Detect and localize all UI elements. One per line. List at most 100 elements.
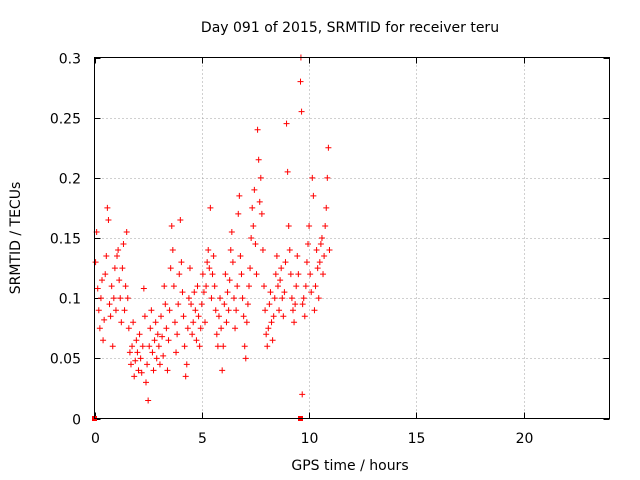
data-point xyxy=(243,319,250,326)
data-point xyxy=(146,343,153,350)
data-point xyxy=(244,301,251,308)
x-axis-label: GPS time / hours xyxy=(291,458,408,474)
data-point xyxy=(183,361,190,368)
data-point xyxy=(225,307,232,314)
plot-frame xyxy=(94,57,610,419)
data-point xyxy=(241,343,248,350)
data-point xyxy=(176,271,183,278)
data-point xyxy=(105,216,112,223)
data-point xyxy=(230,295,237,302)
data-point xyxy=(246,283,252,290)
y-axis-label: SRMTID / TECUs xyxy=(8,182,24,295)
data-point xyxy=(160,352,167,359)
data-point xyxy=(288,295,295,302)
data-point xyxy=(102,271,109,278)
data-point xyxy=(317,241,324,248)
data-point xyxy=(228,228,235,235)
data-point xyxy=(239,295,246,302)
y-tick-label: 0 xyxy=(72,413,81,429)
data-point xyxy=(213,331,220,338)
data-point xyxy=(237,253,244,260)
data-point xyxy=(321,253,328,260)
data-point xyxy=(318,235,325,241)
data-point xyxy=(99,277,106,284)
data-point xyxy=(143,379,149,386)
data-point xyxy=(210,253,217,260)
data-point xyxy=(242,355,249,362)
data-point xyxy=(270,313,277,320)
data-point xyxy=(133,337,140,344)
data-point xyxy=(110,295,117,302)
x-tick-label: 20 xyxy=(516,431,534,447)
y-tick-label: 0.05 xyxy=(50,352,81,368)
data-point xyxy=(249,204,256,211)
data-point xyxy=(101,316,108,323)
data-point xyxy=(164,367,171,374)
data-point xyxy=(282,259,289,266)
data-point xyxy=(195,313,202,320)
data-point xyxy=(190,319,197,326)
data-point xyxy=(253,271,260,278)
data-point xyxy=(256,198,263,205)
data-point xyxy=(221,301,228,308)
data-point xyxy=(150,367,157,374)
y-tick-label: 0.2 xyxy=(59,172,81,188)
data-point xyxy=(287,271,294,278)
data-point xyxy=(116,277,123,284)
data-point xyxy=(136,331,143,338)
data-point xyxy=(193,337,200,344)
data-point xyxy=(132,357,139,364)
data-point xyxy=(283,120,290,127)
data-point xyxy=(151,337,158,344)
data-point xyxy=(271,295,278,302)
data-point xyxy=(276,307,283,314)
data-point xyxy=(107,313,114,320)
data-point xyxy=(135,367,142,374)
data-point xyxy=(238,271,245,278)
data-point xyxy=(114,253,121,260)
data-point xyxy=(301,313,308,320)
data-point xyxy=(300,295,307,302)
data-point xyxy=(324,174,331,181)
data-point xyxy=(181,343,188,350)
data-point xyxy=(254,126,261,133)
data-point xyxy=(156,361,163,368)
data-point xyxy=(179,289,186,296)
x-tick-label: 5 xyxy=(198,431,207,447)
data-point xyxy=(263,331,270,338)
data-point xyxy=(267,289,274,296)
data-point xyxy=(293,283,300,290)
data-point xyxy=(188,301,195,308)
data-point xyxy=(94,285,101,292)
data-point xyxy=(251,186,258,193)
y-tick-label: 0.15 xyxy=(50,232,81,248)
x-tick-label: 15 xyxy=(408,431,426,447)
data-point xyxy=(323,204,330,211)
data-point xyxy=(269,337,276,344)
data-point xyxy=(96,325,103,332)
data-point xyxy=(174,331,181,338)
data-point xyxy=(311,307,318,314)
data-point xyxy=(208,295,215,302)
data-point xyxy=(119,265,126,272)
data-point xyxy=(281,289,288,296)
data-point xyxy=(117,295,124,302)
data-point xyxy=(126,349,133,356)
data-point xyxy=(265,325,272,332)
data-point xyxy=(268,319,275,326)
data-point xyxy=(294,253,301,260)
data-point xyxy=(220,343,227,350)
data-point xyxy=(250,222,257,229)
data-point xyxy=(214,343,221,350)
data-point xyxy=(140,285,147,292)
data-point xyxy=(258,210,265,217)
data-point xyxy=(123,228,130,235)
data-point xyxy=(145,397,152,404)
data-point xyxy=(272,271,279,278)
data-point xyxy=(234,283,241,290)
data-point xyxy=(274,283,281,290)
data-point xyxy=(264,343,271,350)
data-point xyxy=(144,361,151,368)
data-point xyxy=(306,222,313,229)
